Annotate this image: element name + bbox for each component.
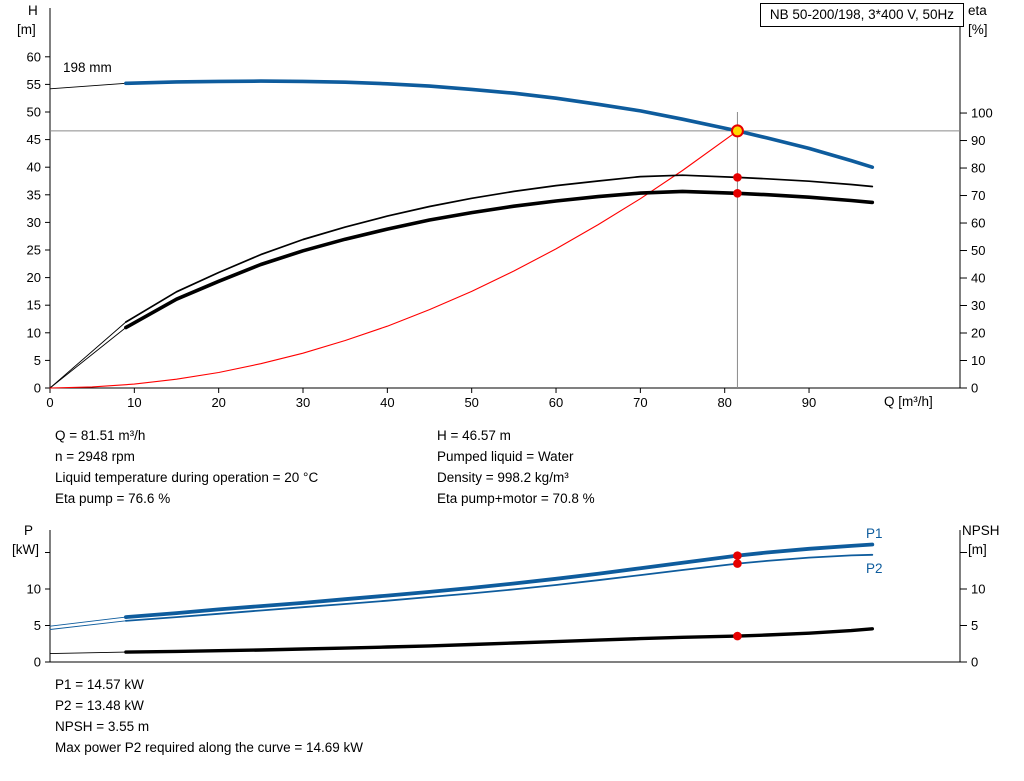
eta-pump-motor-operating-dot (733, 189, 742, 198)
result-p2: P2 = 13.48 kW (55, 698, 144, 713)
svg-text:10: 10 (27, 581, 41, 596)
duty-info-density: Density = 998.2 kg/m³ (437, 470, 569, 485)
svg-text:70: 70 (971, 188, 985, 203)
axis-p-unit: [kW] (12, 542, 39, 557)
svg-text:25: 25 (27, 242, 41, 257)
svg-text:60: 60 (27, 49, 41, 64)
duty-info-eta-motor: Eta pump+motor = 70.8 % (437, 491, 595, 506)
p2-operating-dot (733, 559, 742, 568)
eta-pump-motor-leader (49, 327, 127, 389)
svg-text:45: 45 (27, 132, 41, 147)
svg-text:60: 60 (971, 216, 985, 231)
p2-curve (125, 553, 874, 622)
eta-pump-operating-dot (733, 173, 742, 182)
duty-info-speed: n = 2948 rpm (55, 449, 135, 464)
svg-text:30: 30 (27, 215, 41, 230)
p1-curve (124, 542, 875, 619)
system-curve (49, 130, 738, 389)
p1-leader (49, 616, 127, 627)
svg-text:30: 30 (296, 395, 310, 410)
axis-npsh-title: NPSH (962, 523, 1000, 538)
eta-pump-curve (125, 174, 874, 323)
svg-text:10: 10 (971, 581, 985, 596)
svg-text:0: 0 (971, 381, 978, 396)
head-curve-198mm (124, 79, 875, 169)
svg-text:50: 50 (464, 395, 478, 410)
svg-text:40: 40 (380, 395, 394, 410)
axis-eta-unit: [%] (968, 22, 988, 37)
axis-eta-title: eta (968, 3, 987, 18)
npsh-curve (124, 627, 874, 654)
svg-text:90: 90 (971, 133, 985, 148)
svg-text:5: 5 (34, 353, 41, 368)
axis-q-title: Q [m³/h] (884, 394, 933, 409)
head-curve-leader (49, 82, 127, 90)
axis-p-title: P (24, 523, 34, 538)
svg-text:10: 10 (127, 395, 141, 410)
svg-text:35: 35 (27, 187, 41, 202)
result-npsh: NPSH = 3.55 m (55, 719, 150, 734)
svg-text:40: 40 (27, 160, 41, 175)
svg-text:80: 80 (971, 161, 985, 176)
duty-info-eta: Eta pump = 76.6 % (55, 491, 171, 506)
svg-text:10: 10 (27, 325, 41, 340)
svg-text:20: 20 (211, 395, 225, 410)
svg-text:50: 50 (971, 243, 985, 258)
svg-text:20: 20 (27, 270, 41, 285)
svg-text:80: 80 (717, 395, 731, 410)
svg-text:30: 30 (971, 298, 985, 313)
svg-text:55: 55 (27, 77, 41, 92)
pump-title: NB 50-200/198, 3*400 V, 50Hz (769, 7, 954, 22)
p1-operating-dot (733, 551, 742, 560)
result-max-power: Max power P2 required along the curve = … (55, 740, 364, 755)
p2-leader (49, 620, 127, 630)
svg-text:90: 90 (802, 395, 816, 410)
npsh-operating-dot (733, 631, 742, 641)
axis-h-title: H (28, 3, 38, 18)
impeller-diameter-label: 198 mm (63, 60, 112, 75)
axis-h-unit: [m] (17, 22, 36, 37)
axis-npsh-unit: [m] (968, 542, 987, 557)
eta-pump-motor-curve (124, 189, 875, 330)
svg-text:70: 70 (633, 395, 647, 410)
svg-text:5: 5 (34, 618, 41, 633)
p2-curve-label: P2 (866, 561, 883, 576)
svg-text:10: 10 (971, 353, 985, 368)
duty-info-temp: Liquid temperature during operation = 20… (55, 470, 319, 485)
pump-title-box: NB 50-200/198, 3*400 V, 50Hz (759, 3, 964, 27)
svg-text:0: 0 (34, 381, 41, 396)
svg-text:15: 15 (27, 298, 41, 313)
svg-text:5: 5 (971, 618, 978, 633)
svg-text:40: 40 (971, 271, 985, 286)
svg-text:100: 100 (971, 106, 993, 121)
eta-pump-leader (49, 321, 127, 389)
p1-curve-label: P1 (866, 526, 883, 541)
duty-info-q: Q = 81.51 m³/h (55, 428, 146, 443)
svg-text:20: 20 (971, 326, 985, 341)
svg-text:0: 0 (46, 395, 53, 410)
svg-text:60: 60 (549, 395, 563, 410)
result-p1: P1 = 14.57 kW (55, 677, 144, 692)
svg-text:0: 0 (34, 655, 41, 670)
npsh-leader (49, 651, 127, 655)
duty-info-liquid: Pumped liquid = Water (437, 449, 574, 464)
svg-text:50: 50 (27, 104, 41, 119)
duty-info-head: H = 46.57 m (437, 428, 511, 443)
svg-text:0: 0 (971, 655, 978, 670)
duty-point-marker (730, 124, 744, 138)
